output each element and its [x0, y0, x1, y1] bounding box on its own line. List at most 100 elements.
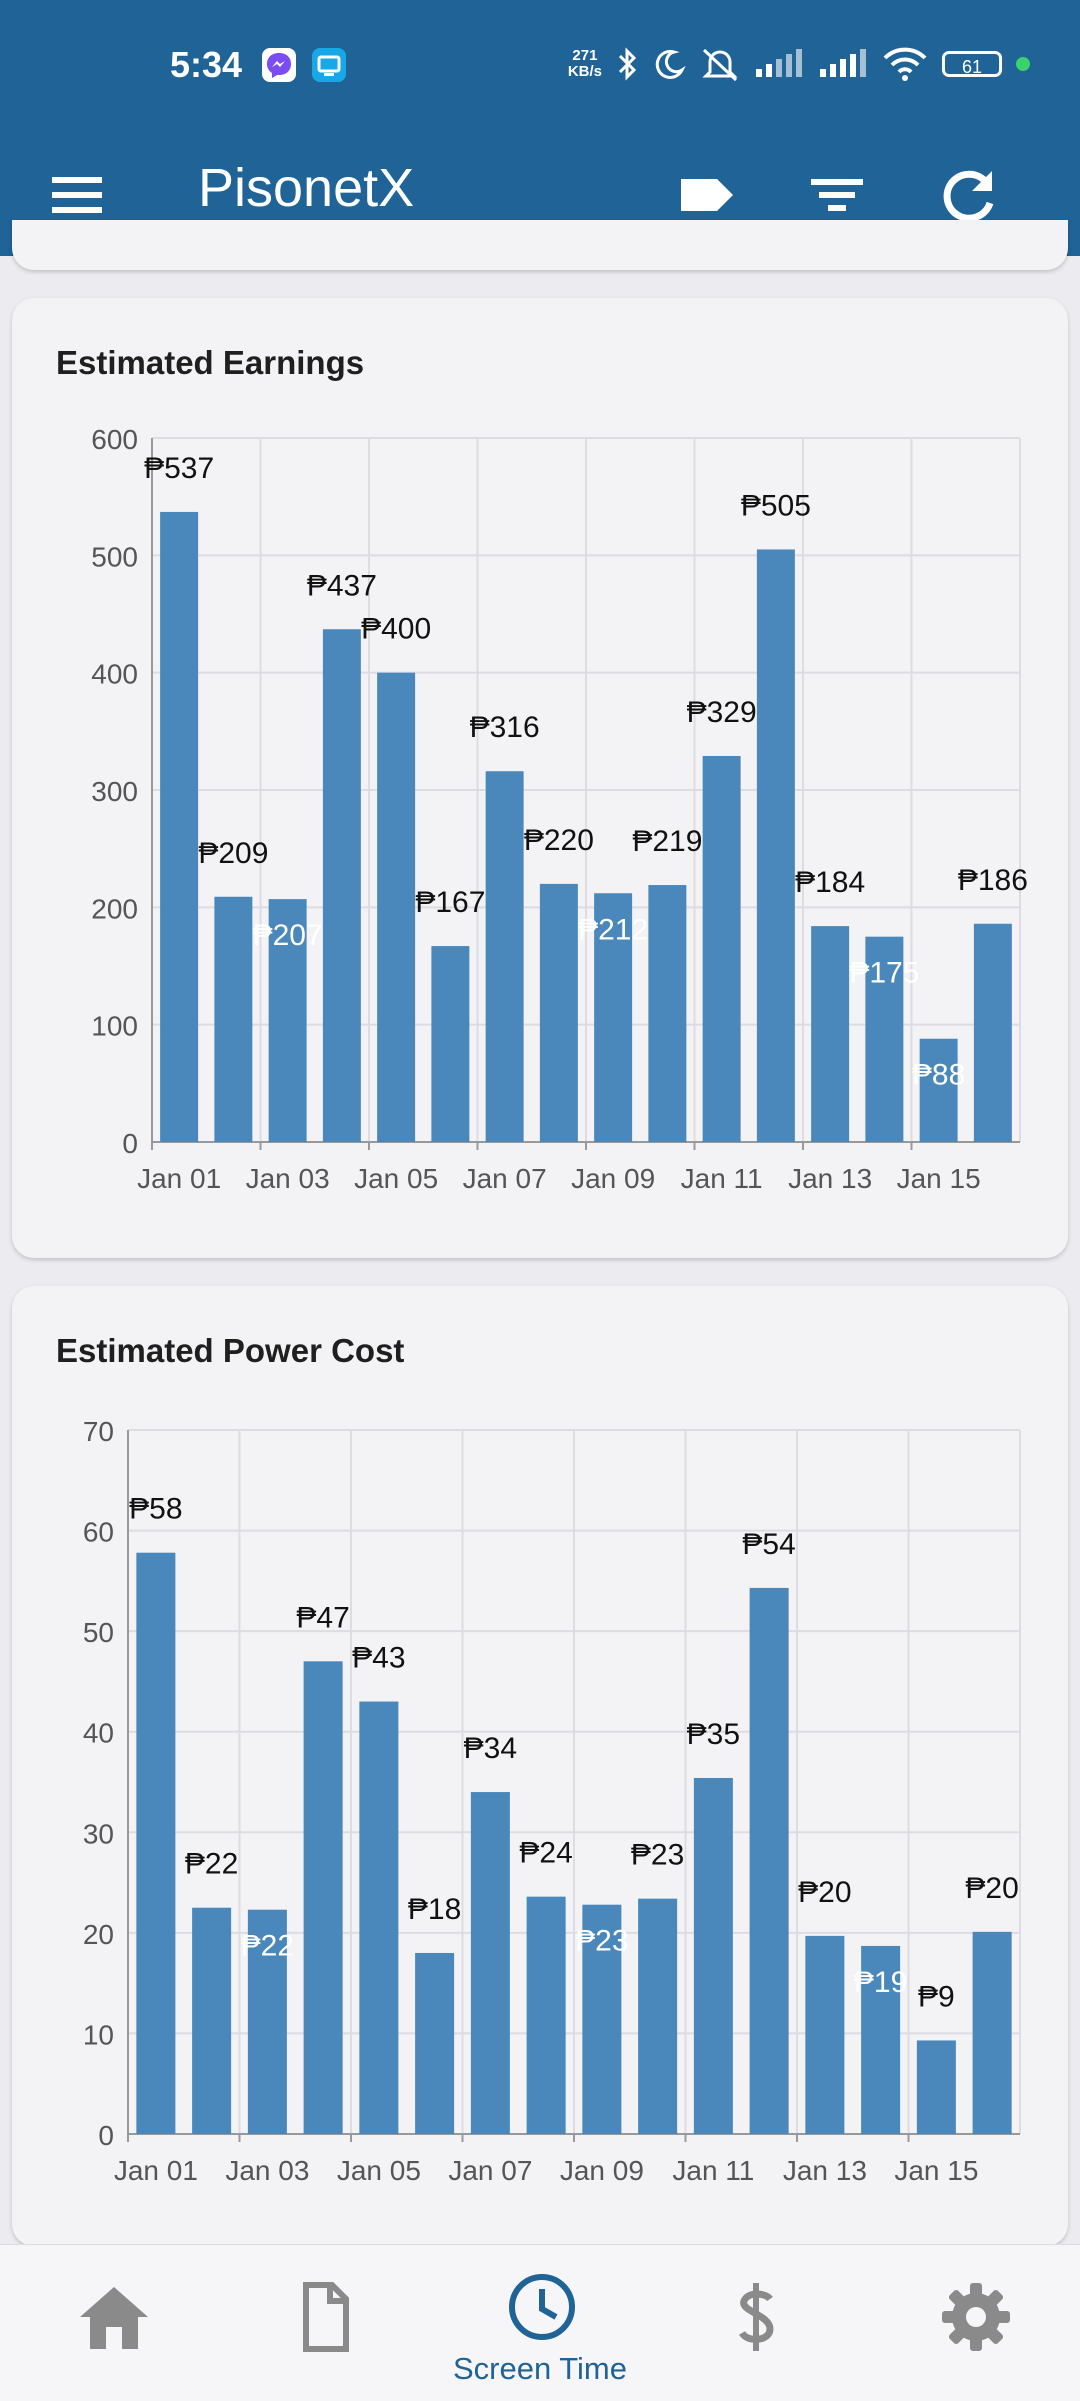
bar — [702, 755, 741, 1142]
bar — [811, 926, 850, 1142]
data-label: ₱58 — [129, 1493, 182, 1526]
earnings-card: Estimated Earnings 0 100 200 300 400 500 600 ₱5… — [12, 298, 1068, 1258]
filter-button[interactable] — [797, 155, 877, 235]
x-tick-label: Jan 03 — [246, 1163, 330, 1194]
data-label: ₱175 — [849, 957, 919, 990]
status-time: 5:34 — [170, 44, 243, 85]
nav-item-home[interactable] — [12, 2245, 212, 2401]
data-label: ₱24 — [519, 1837, 572, 1870]
x-tick-label: Jan 05 — [337, 2155, 421, 2186]
data-label: ₱23 — [631, 1839, 684, 1872]
bar — [415, 1952, 455, 2134]
bar — [247, 1909, 287, 2134]
bar — [359, 1701, 399, 2134]
data-label: ₱54 — [742, 1528, 795, 1561]
bar — [160, 511, 199, 1142]
data-label: ₱9 — [918, 1980, 955, 2013]
bar — [303, 1661, 343, 2134]
data-label: ₱34 — [464, 1732, 517, 1765]
data-label: ₱505 — [741, 489, 811, 522]
data-label: ₱537 — [144, 452, 214, 485]
data-label: ₱186 — [958, 864, 1028, 897]
bar — [648, 885, 687, 1142]
y-tick-label: 10 — [83, 2019, 114, 2050]
data-label: ₱437 — [307, 569, 377, 602]
data-label: ₱23 — [575, 1925, 628, 1958]
nav-label-screen-time: Screen Time — [452, 2351, 627, 2386]
nav-item-settings[interactable] — [874, 2245, 1074, 2401]
home-icon — [80, 2287, 148, 2349]
bar — [377, 672, 416, 1142]
filter-icon — [811, 179, 863, 211]
bar — [638, 1898, 678, 2134]
data-label: ₱20 — [798, 1876, 851, 1909]
bar — [136, 1552, 176, 2134]
status-bar: 5:34 271 KB/s 61 — [0, 0, 1080, 130]
x-tick-label: Jan 07 — [448, 2155, 532, 2186]
previous-card — [12, 220, 1068, 270]
data-label: ₱219 — [632, 825, 702, 858]
data-label: ₱47 — [296, 1601, 349, 1634]
x-tick-label: Jan 11 — [672, 2155, 754, 2186]
bar — [916, 2040, 956, 2134]
y-tick-label: 600 — [91, 424, 138, 455]
x-tick-label: Jan 01 — [114, 2155, 198, 2186]
bar — [805, 1935, 845, 2134]
data-label: ₱184 — [795, 866, 865, 899]
x-tick-label: Jan 11 — [681, 1163, 763, 1194]
nav-item-documents[interactable] — [222, 2245, 422, 2401]
y-tick-label: 0 — [98, 2120, 114, 2151]
data-label: ₱209 — [198, 837, 268, 870]
x-tick-label: Jan 15 — [897, 1163, 981, 1194]
y-tick-label: 70 — [83, 1416, 114, 1447]
nav-item-earnings[interactable] — [654, 2245, 854, 2401]
x-tick-label: Jan 07 — [463, 1163, 547, 1194]
data-label: ₱19 — [854, 1966, 907, 1999]
y-tick-label: 50 — [83, 1617, 114, 1648]
data-label: ₱43 — [352, 1642, 405, 1675]
data-label: ₱316 — [470, 711, 540, 744]
wifi-icon — [883, 47, 927, 81]
data-label: ₱220 — [524, 824, 594, 857]
moon-icon — [655, 49, 686, 79]
data-label: ₱400 — [361, 613, 431, 646]
menu-button[interactable] — [38, 155, 118, 235]
power-card: Estimated Power Cost 0 10 20 30 40 50 60 70 ₱58 ₱… — [12, 1286, 1068, 2246]
x-tick-label: Jan 09 — [560, 2155, 644, 2186]
gear-icon — [942, 2283, 1010, 2351]
data-label: ₱18 — [408, 1893, 461, 1926]
y-tick-label: 200 — [91, 893, 138, 924]
menu-icon — [52, 177, 102, 213]
bar — [861, 1945, 901, 2134]
net-speed-unit: KB/s — [567, 63, 602, 80]
x-tick-label: Jan 09 — [571, 1163, 655, 1194]
y-tick-label: 300 — [91, 776, 138, 807]
x-tick-label: Jan 01 — [137, 1163, 221, 1194]
y-tick-label: 400 — [91, 659, 138, 690]
privacy-dot — [1016, 57, 1030, 71]
data-label: ₱329 — [687, 696, 757, 729]
earnings-title: Estimated Earnings — [56, 344, 365, 381]
x-tick-label: Jan 03 — [225, 2155, 309, 2186]
refresh-icon — [943, 170, 994, 222]
bar — [865, 936, 904, 1142]
x-tick-label: Jan 13 — [783, 2155, 867, 2186]
battery-icon: 61 — [942, 51, 1002, 77]
y-tick-label: 100 — [91, 1011, 138, 1042]
refresh-button[interactable] — [930, 155, 1010, 235]
nav-item-screen-time[interactable]: Screen Time — [440, 2245, 640, 2401]
bluetooth-icon — [618, 47, 637, 81]
x-tick-label: Jan 15 — [894, 2155, 978, 2186]
bar — [268, 899, 307, 1142]
power-chart: 0 10 20 30 40 50 60 70 ₱58 ₱22 ₱22 ₱47₱43 ₱18 ₱34 ₱24 ₱… — [83, 1416, 1021, 2186]
tag-button[interactable] — [667, 155, 747, 235]
y-tick-label: 40 — [83, 1718, 114, 1749]
data-label: ₱22 — [185, 1848, 238, 1881]
document-icon — [303, 2282, 349, 2352]
bar — [582, 1904, 622, 2134]
bar — [214, 896, 253, 1142]
y-tick-label: 20 — [83, 1919, 114, 1950]
data-label: ₱88 — [912, 1059, 965, 1092]
bar — [192, 1907, 232, 2134]
screen-record-icon — [312, 48, 346, 82]
